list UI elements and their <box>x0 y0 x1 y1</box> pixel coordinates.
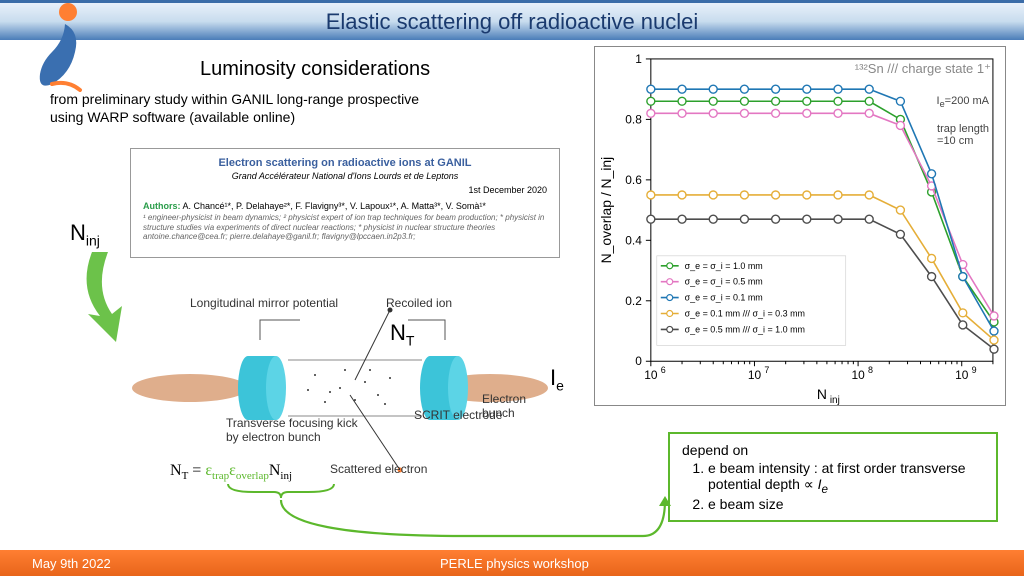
depend-heading: depend on <box>682 442 984 458</box>
svg-text:N: N <box>817 386 827 402</box>
overlap-chart: 00.20.40.60.81106107108109NinjN_overlap … <box>594 46 1006 406</box>
study-text: from preliminary study within GANIL long… <box>50 90 419 126</box>
paper-title: Electron scattering on radioactive ions … <box>143 157 547 169</box>
svg-text:σ_e = 0.1 mm /// σ_i = 0.3 mm: σ_e = 0.1 mm /// σ_i = 0.3 mm <box>685 308 805 318</box>
svg-text:0.4: 0.4 <box>625 233 642 247</box>
study-line2: using WARP software (available online) <box>50 108 419 126</box>
recoiled-label: Recoiled ion <box>386 296 452 310</box>
scattered-label: Scattered electron <box>330 462 427 476</box>
paper-affil: ¹ engineer-physicist in beam dynamics; ²… <box>143 213 547 242</box>
depend-item1: e beam intensity : at first order transv… <box>708 460 984 496</box>
depend-box: depend on e beam intensity : at first or… <box>668 432 998 522</box>
slide-title: Elastic scattering off radioactive nucle… <box>326 9 699 35</box>
paper-date: 1st December 2020 <box>143 185 547 195</box>
svg-text:10: 10 <box>955 368 969 382</box>
chart-annot1: Ie=200 mA <box>937 95 990 109</box>
svg-text:10: 10 <box>851 368 865 382</box>
ninj-label: Ninj <box>70 220 100 248</box>
svg-text:σ_e = σ_i = 0.5 mm: σ_e = σ_i = 0.5 mm <box>685 277 763 287</box>
svg-text:0.6: 0.6 <box>625 173 642 187</box>
ebunch-label: Electron bunch <box>482 392 550 420</box>
connector-arrow-icon <box>245 496 675 552</box>
svg-text:1: 1 <box>635 52 642 66</box>
logo <box>30 2 90 92</box>
depend-item2: e beam size <box>708 496 984 512</box>
chart-annot2: trap length =10 cm <box>937 123 989 147</box>
svg-text:σ_e = σ_i = 0.1 mm: σ_e = σ_i = 0.1 mm <box>685 293 763 303</box>
svg-text:10: 10 <box>748 368 762 382</box>
paper-authors: A. Chancé¹*, P. Delahaye²*, F. Flavigny³… <box>183 201 486 211</box>
nt-label: NT <box>390 320 414 348</box>
ie-label: Ie <box>550 365 564 393</box>
transverse-label: Transverse focusing kick by electron bun… <box>226 416 358 444</box>
paper-citation-box: Electron scattering on radioactive ions … <box>130 148 560 258</box>
slide-header: Elastic scattering off radioactive nucle… <box>0 0 1024 40</box>
svg-text:σ_e = 0.5 mm /// σ_i = 1.0 mm: σ_e = 0.5 mm /// σ_i = 1.0 mm <box>685 324 805 334</box>
paper-authors-label: Authors: <box>143 201 181 211</box>
svg-text:6: 6 <box>661 365 666 375</box>
slide-footer: May 9th 2022 PERLE physics workshop <box>0 550 1024 576</box>
footer-date: May 9th 2022 <box>32 556 111 571</box>
svg-text:0.8: 0.8 <box>625 112 642 126</box>
trap-diagram: Longitudinal mirror potential Recoiled i… <box>130 300 550 480</box>
equation: NT = εtrapεoverlapNinj <box>170 462 292 482</box>
svg-text:10: 10 <box>644 368 658 382</box>
study-line1: from preliminary study within GANIL long… <box>50 90 419 108</box>
svg-text:inj: inj <box>830 395 840 405</box>
chart-isotope: ¹³²Sn /// charge state 1⁺ <box>855 61 991 77</box>
svg-text:0: 0 <box>635 354 642 368</box>
svg-text:σ_e = σ_i = 1.0 mm: σ_e = σ_i = 1.0 mm <box>685 261 763 271</box>
svg-text:0.2: 0.2 <box>625 294 642 308</box>
subtitle: Luminosity considerations <box>200 58 430 81</box>
svg-text:7: 7 <box>764 365 769 375</box>
svg-text:9: 9 <box>972 365 977 375</box>
footer-event: PERLE physics workshop <box>440 556 589 571</box>
mirror-label: Longitudinal mirror potential <box>190 296 338 310</box>
svg-text:N_overlap / N_inj: N_overlap / N_inj <box>598 157 614 264</box>
paper-subtitle: Grand Accélérateur National d'Ions Lourd… <box>143 171 547 181</box>
svg-text:8: 8 <box>868 365 873 375</box>
